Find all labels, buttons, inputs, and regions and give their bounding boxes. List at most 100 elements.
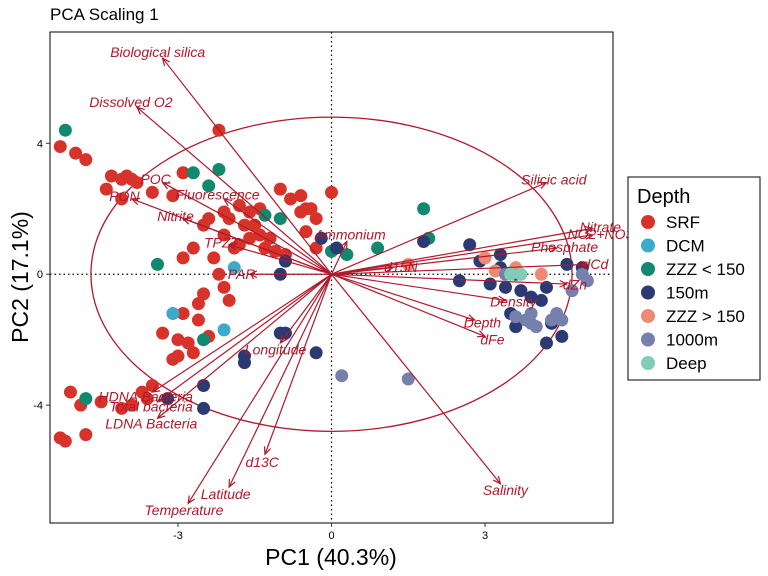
ellipse-layer: [90, 116, 573, 432]
point-srf-67: [58, 434, 72, 448]
point-150m-8: [197, 379, 211, 393]
loading-label-density: Density: [490, 294, 538, 310]
point-srf-47: [222, 293, 236, 307]
point-srf-26: [217, 228, 231, 242]
x-tick-label--3: -3: [173, 530, 183, 542]
legend-label-zzz-150: ZZZ < 150: [666, 260, 745, 279]
point-150m-7: [237, 356, 251, 370]
legend-label-deep: Deep: [666, 354, 707, 373]
point-srf-2: [79, 153, 93, 167]
loading-label-nitrite: Nitrite: [157, 208, 194, 224]
legend-swatch-deep: [641, 356, 655, 370]
legend-swatch-zzz-150: [641, 309, 655, 323]
point-1000m-4: [529, 320, 543, 334]
legend-swatch-dcm: [641, 238, 655, 253]
point-150m-0: [314, 231, 328, 245]
legend-swatch-srf: [641, 215, 655, 229]
arrowhead-ammonium: [340, 240, 348, 250]
loading-label-par: PAR: [228, 266, 256, 282]
legend-label-150m: 150m: [666, 284, 709, 303]
loading-label-poc: POC: [140, 171, 171, 187]
arrowhead-silicic-acid: [538, 181, 548, 189]
point-150m-17: [483, 277, 497, 291]
point-1000m-12: [401, 372, 415, 386]
arrow-salinity: [331, 273, 501, 485]
legend-items: SRF DCM ZZZ < 150 150m ZZZ > 150 1000m Deep: [641, 213, 745, 373]
point-srf-50: [176, 307, 190, 321]
loading-label-salinity: Salinity: [483, 482, 529, 498]
chart-title: PCA Scaling 1: [50, 5, 159, 24]
point-150m-19: [514, 284, 528, 298]
point-zzz-150-9: [150, 257, 164, 271]
axis-ticks: -3 0 3 -4 0 4: [33, 138, 488, 542]
arrow-temperature: [187, 273, 333, 504]
x-tick-label-0: 0: [328, 530, 334, 542]
loading-label-temperature: Temperature: [145, 502, 224, 518]
point-1000m-10: [580, 274, 594, 288]
arrow-dzn: [331, 273, 567, 285]
point-150m-18: [499, 280, 513, 294]
point-srf-64: [63, 385, 77, 399]
arrow-silicic-acid: [331, 182, 547, 275]
point-srf-55: [181, 336, 195, 350]
legend: Depth SRF DCM ZZZ < 150 150m ZZZ > 150 1000m D…: [627, 176, 761, 381]
point-dcm-2: [217, 323, 231, 337]
point-srf-40: [304, 202, 318, 216]
loading-label-hdna-bacteria: HDNA Bacteria: [98, 388, 193, 404]
point-srf-13: [166, 189, 180, 203]
point-srf-53: [191, 313, 205, 327]
arrowhead-total-bacteria: [156, 394, 166, 403]
point-srf-32: [294, 189, 308, 203]
point-zzz-150-7: [340, 248, 354, 262]
point-srf-11: [145, 185, 159, 199]
point-srf-8: [99, 182, 113, 196]
point-srf-45: [212, 267, 226, 281]
point-srf-38: [284, 192, 298, 206]
point-150m-29: [560, 257, 574, 271]
point-zzz-150-4: [534, 267, 548, 281]
legend-swatch-zzz-150: [641, 262, 655, 276]
arrowhead-phosphate: [548, 245, 559, 253]
arrow-fluorescence: [223, 198, 332, 275]
point-zzz-150-0: [58, 123, 72, 137]
x-tick-label-3: 3: [482, 530, 488, 542]
point-srf-35: [309, 212, 323, 226]
equilibrium-ellipse: [90, 116, 573, 432]
arrow-latitude: [228, 273, 333, 488]
point-1000m-7: [555, 313, 569, 327]
loading-label-nitrate: Nitrate: [580, 219, 621, 235]
legend-label-1000m: 1000m: [666, 331, 718, 350]
arrow-nitrate: [331, 227, 593, 275]
arrowhead-poc: [161, 181, 171, 190]
arrow-hdna-bacteria: [152, 273, 332, 393]
point-srf-39: [325, 185, 338, 199]
arrowhead-ldna-bacteria: [156, 410, 166, 420]
point-srf-23: [258, 241, 272, 255]
arrowhead-latitude: [228, 478, 236, 489]
loading-label-depth: Depth: [464, 314, 502, 330]
point-150m-27: [539, 336, 553, 350]
point-zzz-150-8: [371, 241, 385, 255]
arrowhead-tpzt: [227, 243, 238, 251]
loading-label-ammonium: Ammonium: [314, 226, 386, 242]
arrow-dfe: [331, 273, 486, 337]
point-zzz-150-11: [79, 392, 93, 406]
point-srf-28: [243, 231, 257, 245]
arrowhead-nitrate: [584, 225, 594, 234]
point-srf-42: [186, 241, 200, 255]
point-srf-34: [294, 205, 308, 219]
point-1000m-8: [565, 284, 579, 298]
y-tick-label-0: 0: [37, 269, 43, 281]
point-srf-63: [94, 395, 108, 409]
loading-label-dcd: dCd: [583, 256, 610, 272]
legend-swatch-1000m: [641, 332, 655, 347]
arrowhead-temperature: [187, 495, 196, 505]
loading-label-fluorescence: Fluorescence: [175, 186, 259, 202]
point-srf-14: [232, 198, 246, 212]
point-zzz-150-1: [186, 166, 200, 180]
arrow-density: [331, 273, 506, 302]
point-zzz-150-1: [478, 251, 492, 265]
arrow-d13c: [264, 274, 333, 455]
loading-label-latitude: Latitude: [201, 486, 251, 502]
